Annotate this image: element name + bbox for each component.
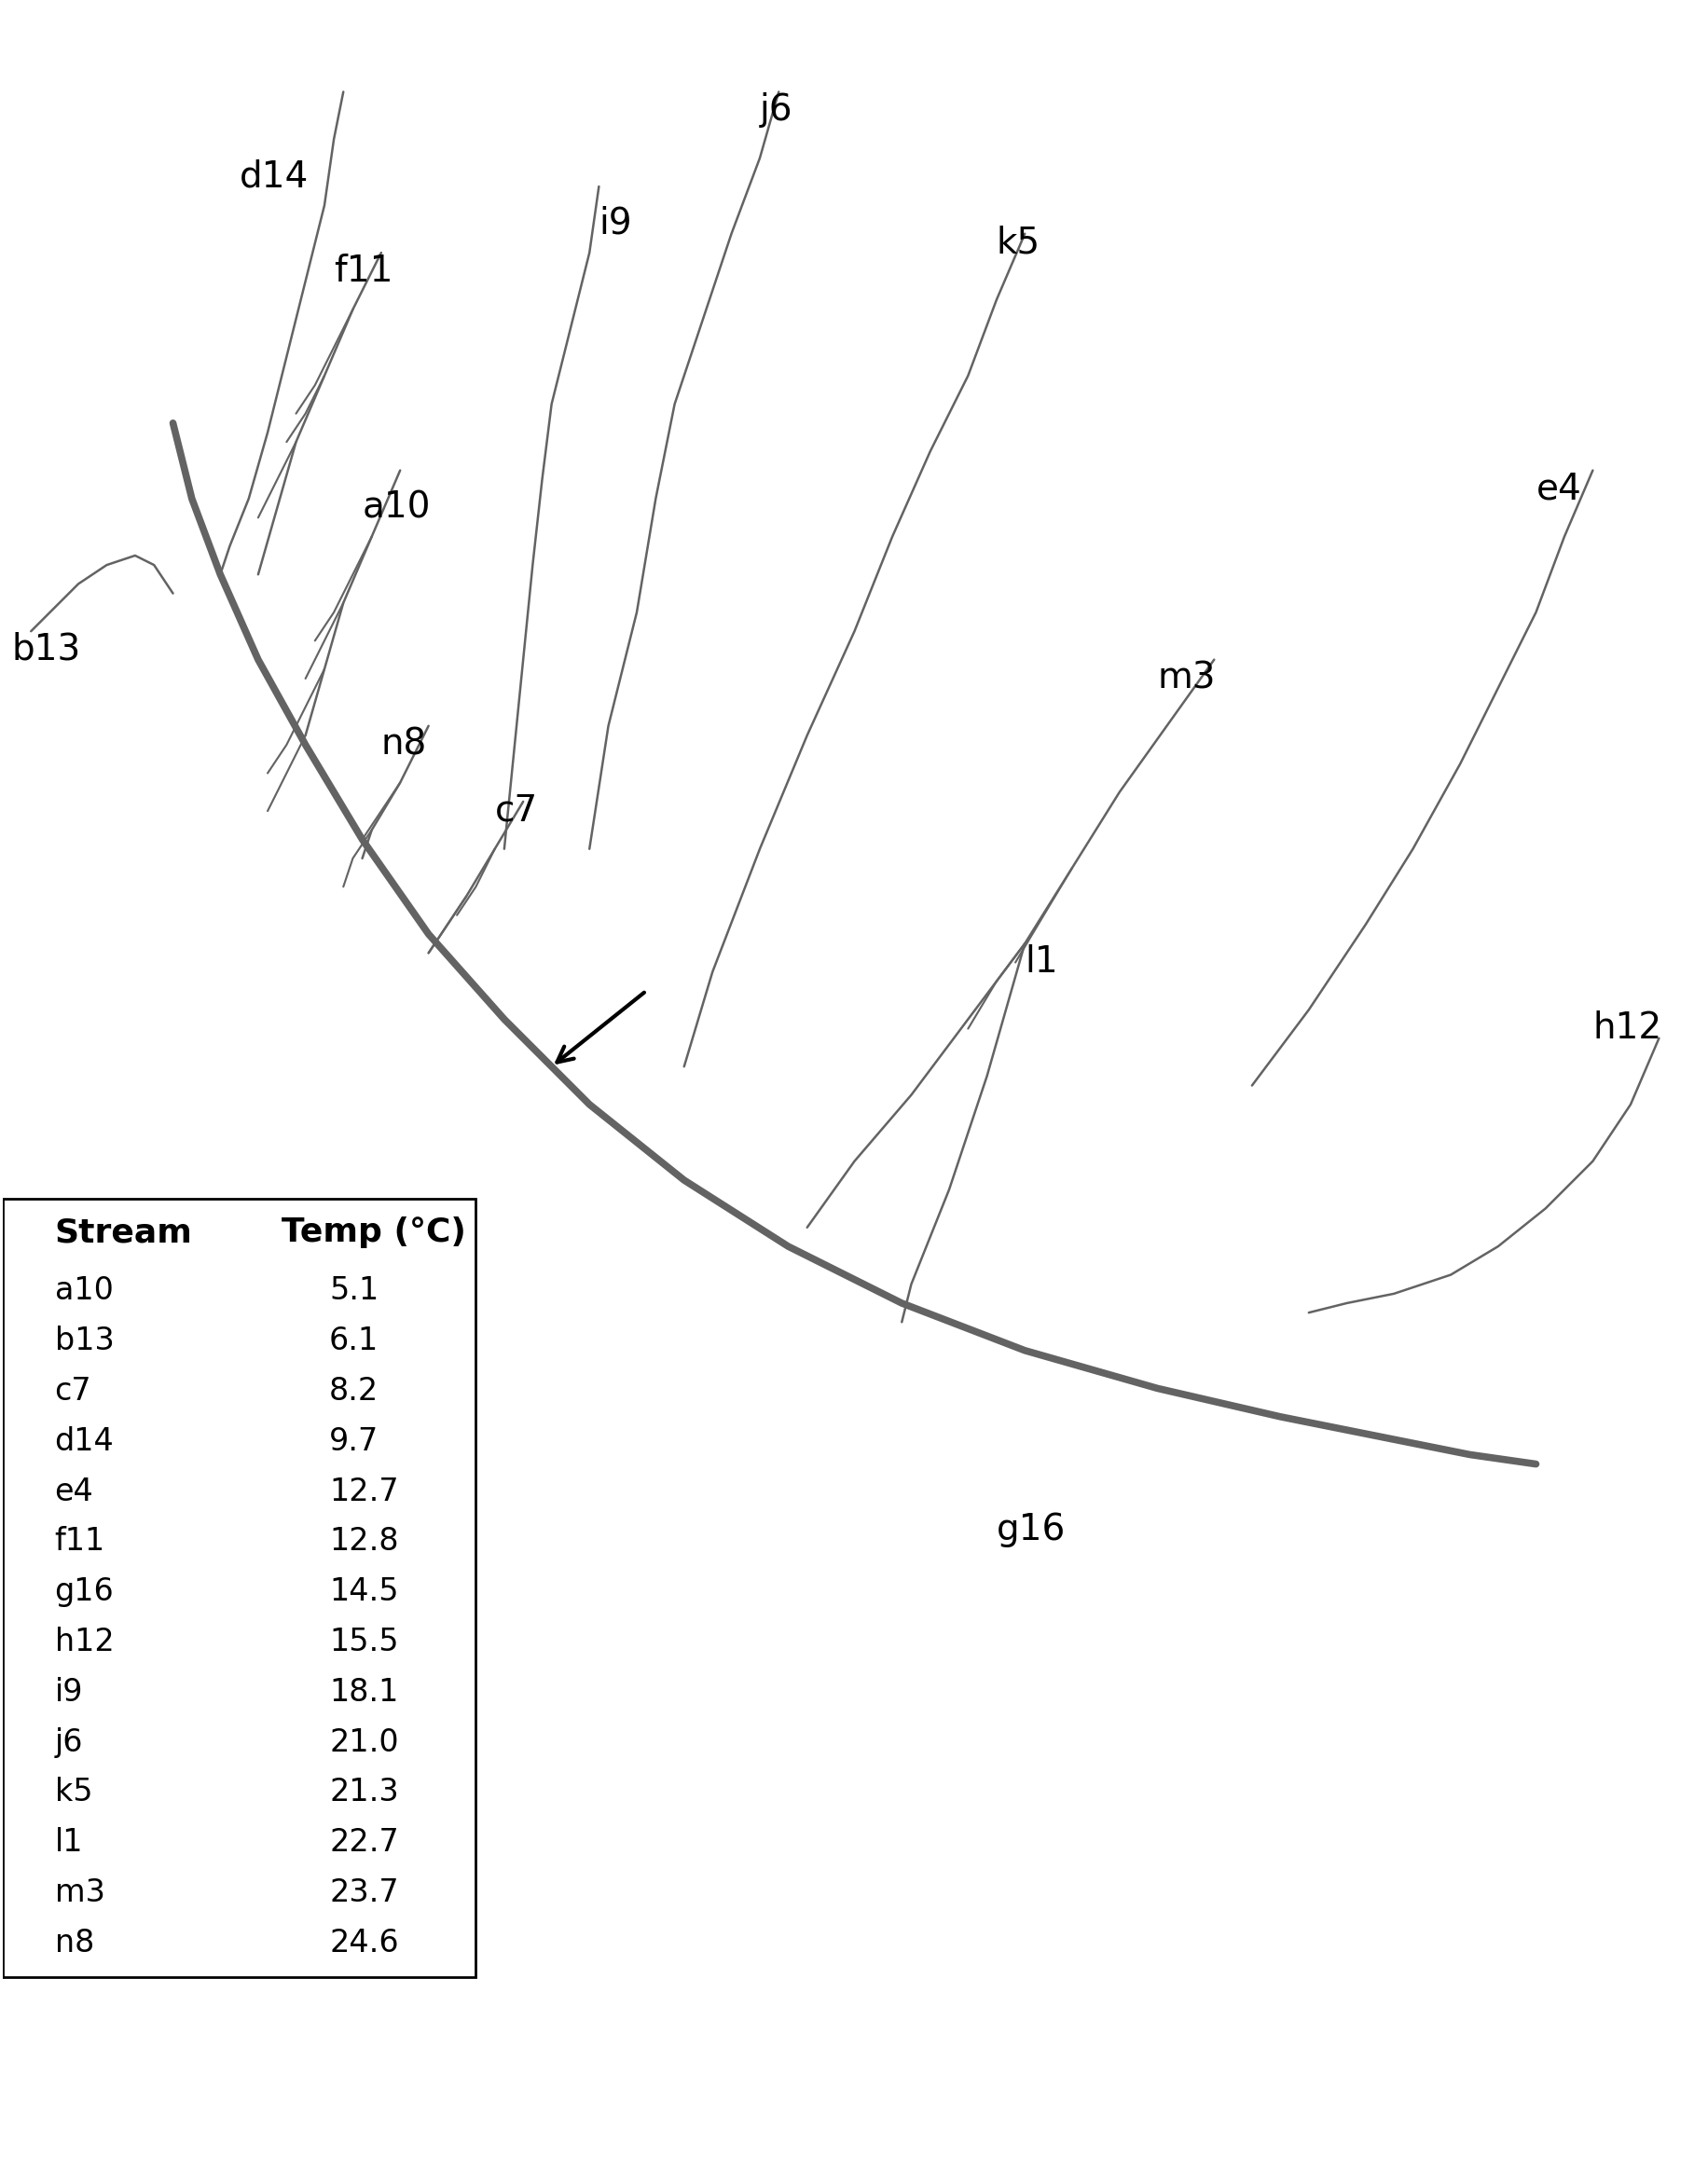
Text: Stream: Stream [55, 1216, 193, 1248]
Text: n8: n8 [55, 1928, 94, 1958]
Text: m3: m3 [55, 1878, 104, 1908]
Text: g16: g16 [55, 1576, 114, 1607]
Text: h12: h12 [55, 1626, 114, 1656]
Text: e4: e4 [55, 1476, 94, 1507]
Text: a10: a10 [55, 1277, 113, 1307]
Text: 24.6: 24.6 [330, 1928, 398, 1958]
Text: i9: i9 [598, 206, 632, 241]
Text: b13: b13 [55, 1326, 114, 1357]
Text: i9: i9 [55, 1676, 84, 1709]
Text: n8: n8 [381, 727, 427, 762]
Text: 15.5: 15.5 [330, 1626, 398, 1656]
Text: c7: c7 [55, 1376, 92, 1407]
Text: l1: l1 [55, 1828, 84, 1858]
Text: d14: d14 [239, 158, 307, 193]
Text: 21.3: 21.3 [330, 1778, 398, 1808]
Text: 18.1: 18.1 [330, 1676, 398, 1709]
Text: k5: k5 [55, 1778, 92, 1808]
Text: 21.0: 21.0 [330, 1726, 398, 1759]
Text: Temp (°C): Temp (°C) [282, 1216, 466, 1248]
Text: h12: h12 [1592, 1010, 1660, 1046]
Text: b13: b13 [12, 632, 82, 666]
Text: j6: j6 [55, 1726, 84, 1759]
Text: a10: a10 [362, 491, 430, 525]
Text: 5.1: 5.1 [330, 1277, 379, 1307]
Text: l1: l1 [1025, 944, 1057, 979]
Text: 22.7: 22.7 [330, 1828, 398, 1858]
Text: j6: j6 [760, 91, 793, 128]
FancyBboxPatch shape [3, 1198, 475, 1978]
Text: 8.2: 8.2 [330, 1376, 379, 1407]
Text: 6.1: 6.1 [330, 1326, 379, 1357]
Text: m3: m3 [1156, 660, 1214, 695]
Text: d14: d14 [55, 1426, 114, 1457]
Text: g16: g16 [996, 1511, 1066, 1548]
Text: 23.7: 23.7 [330, 1878, 398, 1908]
Text: c7: c7 [495, 792, 538, 827]
Text: k5: k5 [996, 226, 1040, 261]
Text: f11: f11 [55, 1526, 106, 1557]
Text: 12.7: 12.7 [330, 1476, 398, 1507]
Text: e4: e4 [1535, 471, 1580, 506]
Text: 12.8: 12.8 [330, 1526, 398, 1557]
Text: f11: f11 [333, 254, 393, 289]
Text: 9.7: 9.7 [330, 1426, 379, 1457]
Text: 14.5: 14.5 [330, 1576, 398, 1607]
